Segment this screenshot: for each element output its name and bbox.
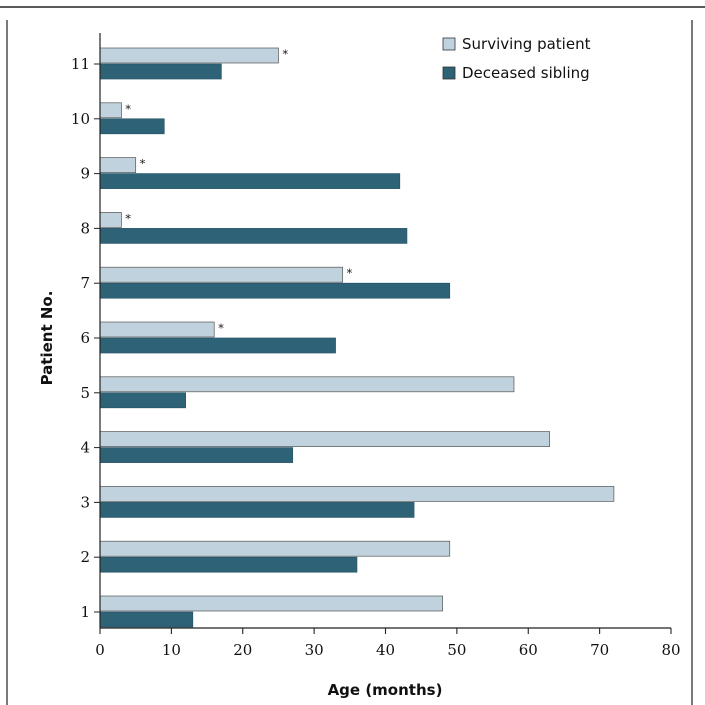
x-tick-label: 50 [447,641,466,659]
x-tick-label: 20 [233,641,252,659]
y-tick-label: 8 [80,219,90,237]
bar-deceased-sibling [99,556,358,573]
annotation-asterisk: * [282,48,288,61]
y-tick-label: 5 [80,384,90,402]
axis-layer [94,33,672,634]
bar-surviving-patient [99,47,279,64]
bar-surviving-patient [99,486,615,502]
bar-surviving-patient [99,431,551,447]
x-tick-label: 80 [661,641,680,659]
bar-deceased-sibling [99,337,336,354]
legend-swatch-deceased-sibling [442,66,456,80]
bar-surviving-patient [99,102,122,119]
x-tick-label: 60 [519,641,538,659]
bar-surviving-patient [99,595,443,612]
bar-surviving-patient [99,212,122,228]
bar-deceased-sibling [99,228,408,244]
y-tick-label: 4 [80,439,90,457]
x-axis-title: Age (months) [328,681,443,699]
bar-deceased-sibling [99,447,294,463]
bar-surviving-patient [99,266,344,283]
x-tick-label: 10 [162,641,181,659]
annotation-asterisk: * [347,267,353,280]
bar-deceased-sibling [99,392,187,409]
y-tick-label: 1 [80,603,90,621]
legend: Surviving patient Deceased sibling [442,35,591,82]
y-tick-label: 3 [80,493,90,511]
bar-deceased-sibling [99,173,401,189]
legend-label-deceased-sibling: Deceased sibling [462,64,590,82]
x-tick-label: 30 [305,641,324,659]
annotation-asterisk: * [218,322,224,335]
bar-deceased-sibling [99,63,222,80]
bar-surviving-patient [99,157,137,173]
label-layer: 0 10 20 30 40 50 60 70 80 1 2 3 4 5 6 * 7 * 8 * 9 * 10 * 11 * [71,48,681,659]
y-tick-label: 9 [80,165,90,183]
annotation-asterisk: * [125,212,131,225]
bars-layer [99,47,615,628]
bar-surviving-patient [99,376,515,393]
bar-surviving-patient [99,321,215,338]
x-tick-label: 0 [95,641,105,659]
y-tick-label: 2 [80,548,90,566]
bar-deceased-sibling [99,282,451,299]
y-axis-title: Patient No. [38,291,56,386]
y-tick-label: 10 [71,110,90,128]
x-tick-label: 70 [590,641,609,659]
legend-label-surviving-patient: Surviving patient [462,35,591,53]
x-tick-label: 40 [376,641,395,659]
y-tick-label: 6 [80,329,90,347]
y-tick-label: 7 [80,274,90,292]
y-tick-label: 11 [71,55,90,73]
bar-deceased-sibling [99,611,194,628]
annotation-asterisk: * [140,158,146,171]
bar-surviving-patient [99,540,451,557]
bar-deceased-sibling [99,118,165,135]
bar-deceased-sibling [99,502,415,518]
legend-swatch-surviving-patient [442,37,456,51]
annotation-asterisk: * [125,103,131,116]
